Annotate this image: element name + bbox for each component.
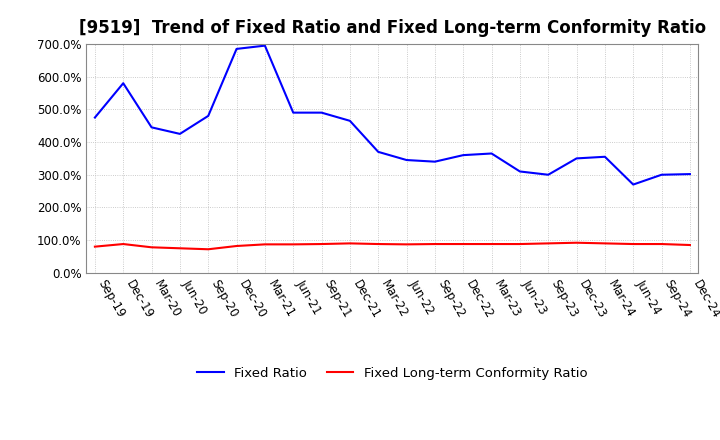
Line: Fixed Ratio: Fixed Ratio (95, 46, 690, 184)
Line: Fixed Long-term Conformity Ratio: Fixed Long-term Conformity Ratio (95, 243, 690, 249)
Fixed Ratio (374, 149, 382, 154)
Fixed Long-term Conformity Ratio (572, 240, 581, 246)
Fixed Long-term Conformity Ratio (176, 246, 184, 251)
Fixed Ratio (233, 46, 241, 51)
Fixed Ratio (318, 110, 326, 115)
Fixed Ratio (148, 125, 156, 130)
Fixed Ratio (119, 81, 127, 86)
Title: [9519]  Trend of Fixed Ratio and Fixed Long-term Conformity Ratio: [9519] Trend of Fixed Ratio and Fixed Lo… (78, 19, 706, 37)
Fixed Ratio (431, 159, 439, 164)
Fixed Long-term Conformity Ratio (374, 242, 382, 247)
Fixed Long-term Conformity Ratio (346, 241, 354, 246)
Fixed Long-term Conformity Ratio (685, 242, 694, 248)
Fixed Long-term Conformity Ratio (204, 247, 212, 252)
Fixed Long-term Conformity Ratio (261, 242, 269, 247)
Fixed Ratio (261, 43, 269, 48)
Fixed Long-term Conformity Ratio (402, 242, 411, 247)
Fixed Long-term Conformity Ratio (544, 241, 552, 246)
Fixed Long-term Conformity Ratio (318, 242, 326, 247)
Fixed Long-term Conformity Ratio (148, 245, 156, 250)
Fixed Long-term Conformity Ratio (289, 242, 297, 247)
Fixed Ratio (176, 131, 184, 136)
Fixed Long-term Conformity Ratio (629, 242, 637, 247)
Fixed Ratio (572, 156, 581, 161)
Fixed Long-term Conformity Ratio (233, 243, 241, 249)
Fixed Long-term Conformity Ratio (516, 242, 524, 247)
Fixed Ratio (685, 172, 694, 177)
Fixed Ratio (657, 172, 666, 177)
Fixed Ratio (629, 182, 637, 187)
Fixed Ratio (600, 154, 609, 159)
Fixed Long-term Conformity Ratio (600, 241, 609, 246)
Fixed Long-term Conformity Ratio (91, 244, 99, 249)
Fixed Ratio (544, 172, 552, 177)
Fixed Long-term Conformity Ratio (119, 242, 127, 247)
Fixed Ratio (402, 158, 411, 163)
Fixed Long-term Conformity Ratio (459, 242, 467, 247)
Fixed Ratio (459, 153, 467, 158)
Fixed Long-term Conformity Ratio (431, 242, 439, 247)
Legend: Fixed Ratio, Fixed Long-term Conformity Ratio: Fixed Ratio, Fixed Long-term Conformity … (192, 362, 593, 385)
Fixed Ratio (204, 113, 212, 118)
Fixed Ratio (91, 115, 99, 120)
Fixed Ratio (289, 110, 297, 115)
Fixed Long-term Conformity Ratio (657, 242, 666, 247)
Fixed Ratio (516, 169, 524, 174)
Fixed Ratio (487, 151, 496, 156)
Fixed Ratio (346, 118, 354, 124)
Fixed Long-term Conformity Ratio (487, 242, 496, 247)
